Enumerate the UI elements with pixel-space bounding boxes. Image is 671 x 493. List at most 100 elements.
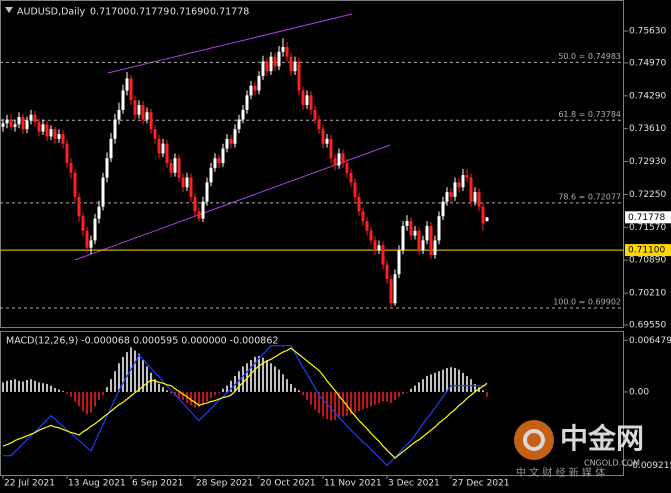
macd-bar [482,390,484,392]
candle-body [5,119,9,124]
candle-body [193,196,197,212]
candle-body [353,182,357,197]
ohlc-label: 0.71690 [170,7,209,18]
candle-body [253,85,257,91]
logo-mark [523,429,545,451]
macd-bar [26,380,28,392]
macd-bar [426,376,428,392]
candle-body [301,90,305,106]
macd-bar [454,368,456,392]
candle-body [13,124,17,127]
macd-bar [134,350,136,392]
candle-body [9,119,13,127]
macd-bar [6,380,8,392]
candle-body [401,225,405,251]
macd-bar [170,391,172,394]
candle-body [473,192,477,202]
candle-body [33,114,37,122]
candle-body [157,138,161,154]
fib-label: 78.6 = 0.72077 [558,192,621,201]
candle-body [213,158,217,168]
candle-body [377,245,381,251]
fib-label: 100.0 = 0.69902 [553,298,621,307]
candle-body [397,250,401,275]
macd-bar [270,363,272,392]
macd-bar [90,391,92,413]
macd-signal-line [2,347,488,459]
price-label: 0.71778 [628,213,665,223]
macd-bar [318,391,320,414]
candle-body [237,119,241,130]
candle-body [17,117,21,125]
x-tick-label: 20 Oct 2021 [260,479,316,489]
candle-body [73,172,77,197]
macd-bar [178,391,180,399]
candle-body [261,61,265,77]
candle-body [309,95,313,110]
macd-bar [450,367,452,392]
x-tick-label: 28 Sep 2021 [196,479,253,489]
macd-bar [422,379,424,392]
candle-body [461,175,465,188]
macd-bar [438,371,440,392]
candle-body [333,158,337,166]
y-tick-label: 0.70210 [629,289,666,299]
macd-bar [210,391,212,399]
candle-body [317,119,321,130]
macd-bar [274,366,276,392]
candle-body [129,78,133,101]
candle-body [337,153,341,166]
candle-body [245,95,249,110]
candle-body [221,148,225,164]
macd-bar [94,391,96,407]
candle-body [137,105,141,115]
macd-bar [202,391,204,405]
macd-bar [102,391,104,396]
x-tick-label: 3 Dec 2021 [388,479,440,489]
candle-body [381,245,385,265]
candle-body [405,221,409,226]
candle-body [153,129,157,139]
macd-bar [310,391,312,405]
candle-body [21,117,25,130]
candle-body [57,134,61,139]
candle-body [197,211,201,219]
macd-bar [278,369,280,392]
macd-bar [218,391,220,394]
macd-bar [406,391,408,393]
candle-body [429,225,433,255]
macd-bar [98,391,100,400]
macd-bar [110,379,112,392]
y-tick-label: 0.74970 [629,58,666,68]
candle-body [241,109,245,120]
candle-body [357,196,361,212]
macd-bar [306,391,308,400]
macd-bar [338,391,340,419]
candle-body [93,218,97,241]
candle-body [449,192,453,197]
candle-body [313,109,317,120]
candle-body [201,201,205,219]
candle-body [425,225,429,241]
candle-body [477,192,481,207]
candle-body [413,230,417,236]
candle-body [61,134,65,144]
candle-body [385,264,389,280]
macd-bar [38,382,40,392]
candle-body [65,143,69,164]
macd-bar [346,391,348,416]
macd-bar [342,391,344,417]
candle-body [409,221,413,236]
macd-bar [126,352,128,392]
price-label-box [625,211,671,224]
macd-bar [458,369,460,392]
candle-body [273,56,277,67]
price-pane [0,0,624,328]
macd-bar [230,380,232,392]
macd-bar [394,391,396,400]
macd-bar [190,391,192,406]
macd-bar [326,391,328,420]
y-tick-label: 0.72930 [629,157,666,167]
candle-body [265,61,269,72]
candle-body [209,167,213,183]
